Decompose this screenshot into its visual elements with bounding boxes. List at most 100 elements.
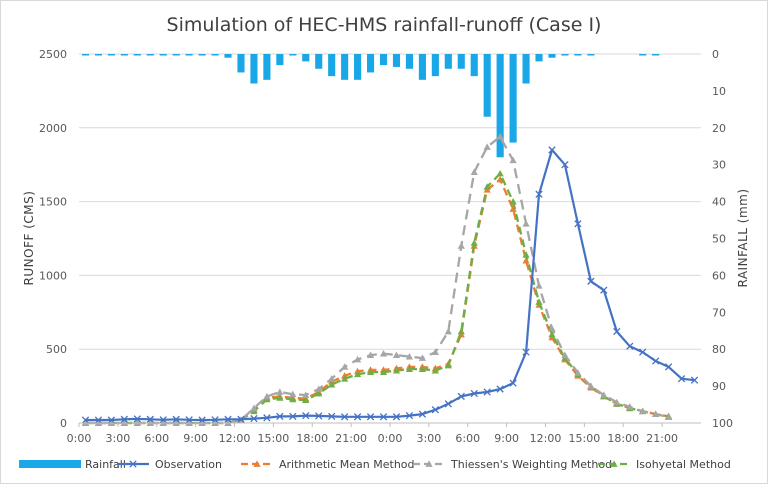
y2-tick-label: 10: [712, 85, 726, 98]
y2-axis-title: RAINFALL (mm): [736, 188, 750, 287]
data-point: [509, 205, 517, 212]
data-point: [496, 169, 504, 177]
data-point: [425, 460, 433, 467]
rainfall-bar: [120, 54, 128, 56]
data-point: [379, 413, 388, 421]
data-point: [185, 416, 193, 424]
data-point: [263, 392, 271, 400]
y-tick-label: 2000: [39, 122, 67, 135]
y-tick-label: 500: [46, 343, 67, 356]
data-point: [302, 391, 310, 398]
data-point: [651, 357, 660, 365]
y2-tick-label: 20: [712, 122, 726, 135]
x-tick-label: 21:00: [646, 432, 678, 445]
rainfall-bar: [522, 54, 530, 84]
x-tick-label: 0:00: [67, 432, 92, 445]
data-point: [665, 413, 673, 420]
data-point: [328, 375, 336, 382]
data-point: [172, 415, 180, 423]
data-point: [548, 330, 556, 338]
data-point: [129, 460, 137, 468]
rainfall-bar: [366, 54, 375, 73]
rainfall-bar: [561, 54, 569, 56]
y2-tick-label: 60: [712, 269, 726, 282]
data-point: [211, 416, 219, 424]
x-tick-label: 3:00: [417, 432, 442, 445]
rainfall-bar: [289, 54, 297, 56]
rainfall-bar: [496, 54, 504, 158]
x-tick-label: 6:00: [144, 432, 169, 445]
data-point: [522, 251, 530, 258]
rainfall-bar: [172, 54, 180, 56]
data-point: [677, 375, 686, 383]
data-point: [392, 413, 401, 421]
x-tick-label: 3:00: [106, 432, 131, 445]
data-point: [340, 413, 349, 421]
data-point: [328, 412, 336, 421]
rainfall-bar: [146, 54, 154, 56]
rainfall-bar: [574, 54, 582, 56]
data-point: [237, 415, 245, 423]
rainfall-bar: [302, 54, 310, 62]
legend-item: Observation: [117, 458, 222, 471]
x-tick-label: 18:00: [607, 432, 639, 445]
data-point: [470, 239, 478, 246]
legend-label: Rainfall: [85, 458, 126, 471]
rainfall-bar: [444, 54, 452, 69]
data-point: [289, 395, 297, 403]
rainfall-bar: [250, 54, 258, 84]
data-point: [263, 414, 271, 422]
data-point: [610, 460, 618, 467]
data-point: [561, 161, 569, 169]
rainfall-bar: [94, 54, 103, 56]
legend-swatch: [19, 460, 81, 468]
data-point: [483, 388, 491, 396]
x-tick-label: 18:00: [296, 432, 328, 445]
x-tick-label: 15:00: [258, 432, 290, 445]
y2-tick-label: 40: [712, 196, 726, 209]
data-point: [366, 413, 375, 421]
legend-label: Arithmetic Mean Method: [279, 458, 415, 471]
data-point: [457, 392, 465, 401]
rainfall-bar: [315, 54, 323, 69]
data-point: [341, 363, 349, 370]
runoff-series: [81, 133, 699, 426]
x-tick-label: 6:00: [455, 432, 480, 445]
data-point: [522, 220, 530, 227]
y2-tick-label: 30: [712, 159, 726, 172]
data-point: [574, 369, 582, 376]
data-point: [418, 365, 426, 373]
data-point: [548, 324, 556, 332]
data-point: [626, 342, 634, 350]
x-tick-label: 9:00: [183, 432, 208, 445]
y2-tick-label: 0: [712, 48, 719, 61]
data-point: [315, 389, 323, 397]
data-point: [302, 411, 310, 420]
data-point: [600, 286, 608, 294]
rainfall-bar: [457, 54, 465, 69]
series-1: [81, 175, 673, 426]
legend-label: Isohyetal Method: [636, 458, 731, 471]
legend: Rainfall Observation Arithmetic Mean Metho…: [19, 458, 731, 471]
series-line: [85, 148, 695, 422]
data-point: [522, 257, 530, 264]
data-point: [535, 298, 543, 305]
data-point: [392, 351, 401, 358]
legend-item: Rainfall: [19, 458, 126, 471]
legend-label: Thiessen's Weighting Method: [450, 458, 612, 471]
rainfall-bar: [639, 54, 647, 56]
y-axis-title: RUNOFF (CMS): [22, 191, 36, 286]
data-point: [690, 376, 699, 384]
x-tick-label: 0:00: [378, 432, 403, 445]
rainfall-bar: [198, 54, 206, 56]
data-point: [224, 415, 232, 423]
data-point: [159, 416, 167, 424]
y2-tick-label: 50: [712, 233, 726, 246]
series-0: [81, 146, 699, 424]
data-point: [639, 407, 647, 415]
chart-title: Simulation of HEC-HMS rainfall-runoff (C…: [167, 14, 602, 36]
data-point: [483, 183, 491, 190]
data-point: [405, 365, 414, 373]
rainfall-bar: [341, 54, 349, 80]
